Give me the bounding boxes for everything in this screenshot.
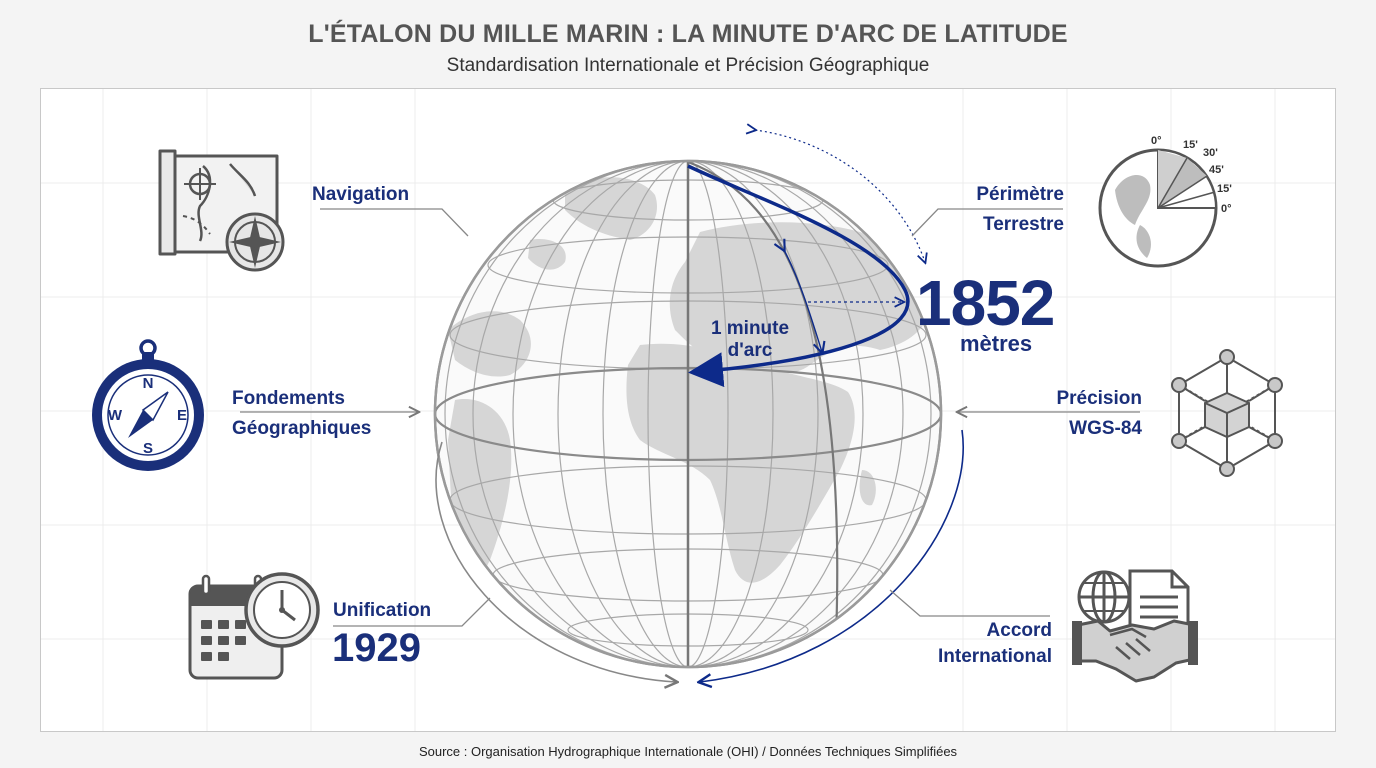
- network-cube-icon: [1171, 349, 1283, 477]
- handshake-document-icon: [1072, 569, 1198, 683]
- label-fondements-line1: Fondements: [232, 388, 345, 409]
- unification-year: 1929: [332, 626, 421, 670]
- meridians: [444, 161, 932, 667]
- label-navigation: Navigation: [312, 184, 410, 205]
- angle-globe-icon: 0° 15' 30' 45' 15' 0°: [1098, 135, 1232, 268]
- page-subtitle: Standardisation Internationale et Précis…: [446, 55, 930, 76]
- angle-tick-5: 0°: [1221, 203, 1232, 215]
- angle-tick-0: 0°: [1151, 135, 1162, 147]
- angle-tick-3: 45': [1209, 164, 1224, 176]
- globe-small-icon: [1077, 570, 1131, 624]
- label-fondements: Fondements Géographiques: [232, 384, 371, 444]
- label-precision-line2: WGS-84: [1069, 418, 1142, 439]
- compass-s: S: [143, 440, 153, 457]
- label-accord-line1: Accord: [986, 620, 1052, 641]
- map-icon: [158, 149, 285, 272]
- compass-e: E: [177, 407, 187, 424]
- label-unification: Unification: [333, 600, 432, 621]
- compass-rose-icon: [225, 212, 285, 272]
- source-footer: Source : Organisation Hydrographique Int…: [418, 744, 958, 759]
- measure-unit: mètres: [960, 331, 1033, 356]
- label-accord-line2: International: [937, 646, 1052, 667]
- arc-label-line1: 1 minute: [710, 318, 790, 339]
- measure-value: 1852: [916, 267, 1055, 339]
- compass-n: N: [143, 375, 154, 392]
- connectors: [240, 208, 1140, 627]
- arc-label-line2: d'arc: [727, 340, 773, 361]
- angle-tick-1: 15': [1183, 139, 1198, 151]
- page-title: L'ÉTALON DU MILLE MARIN : LA MINUTE D'AR…: [308, 20, 1068, 48]
- label-perimetre-line2: Terrestre: [983, 214, 1064, 235]
- globe: [433, 159, 943, 669]
- unification-arc: [435, 441, 676, 682]
- label-accord: Accord International: [880, 618, 1052, 670]
- label-fondements-line2: Géographiques: [232, 418, 372, 439]
- compass-icon: N S E W: [92, 339, 204, 471]
- angle-tick-2: 30': [1203, 147, 1218, 159]
- accord-arc: [700, 429, 964, 682]
- label-perimetre: Périmètre Terrestre: [900, 180, 1064, 240]
- document-icon: [1128, 569, 1190, 637]
- label-precision: Précision WGS-84: [980, 384, 1142, 444]
- label-perimetre-line1: Périmètre: [976, 184, 1064, 205]
- label-precision-line1: Précision: [1056, 388, 1142, 409]
- compass-w: W: [108, 407, 123, 424]
- clock-icon: [244, 572, 320, 648]
- arc-label: 1 minute d'arc: [700, 318, 800, 362]
- calendar-clock-icon: [188, 572, 320, 680]
- angle-tick-4: 15': [1217, 183, 1232, 195]
